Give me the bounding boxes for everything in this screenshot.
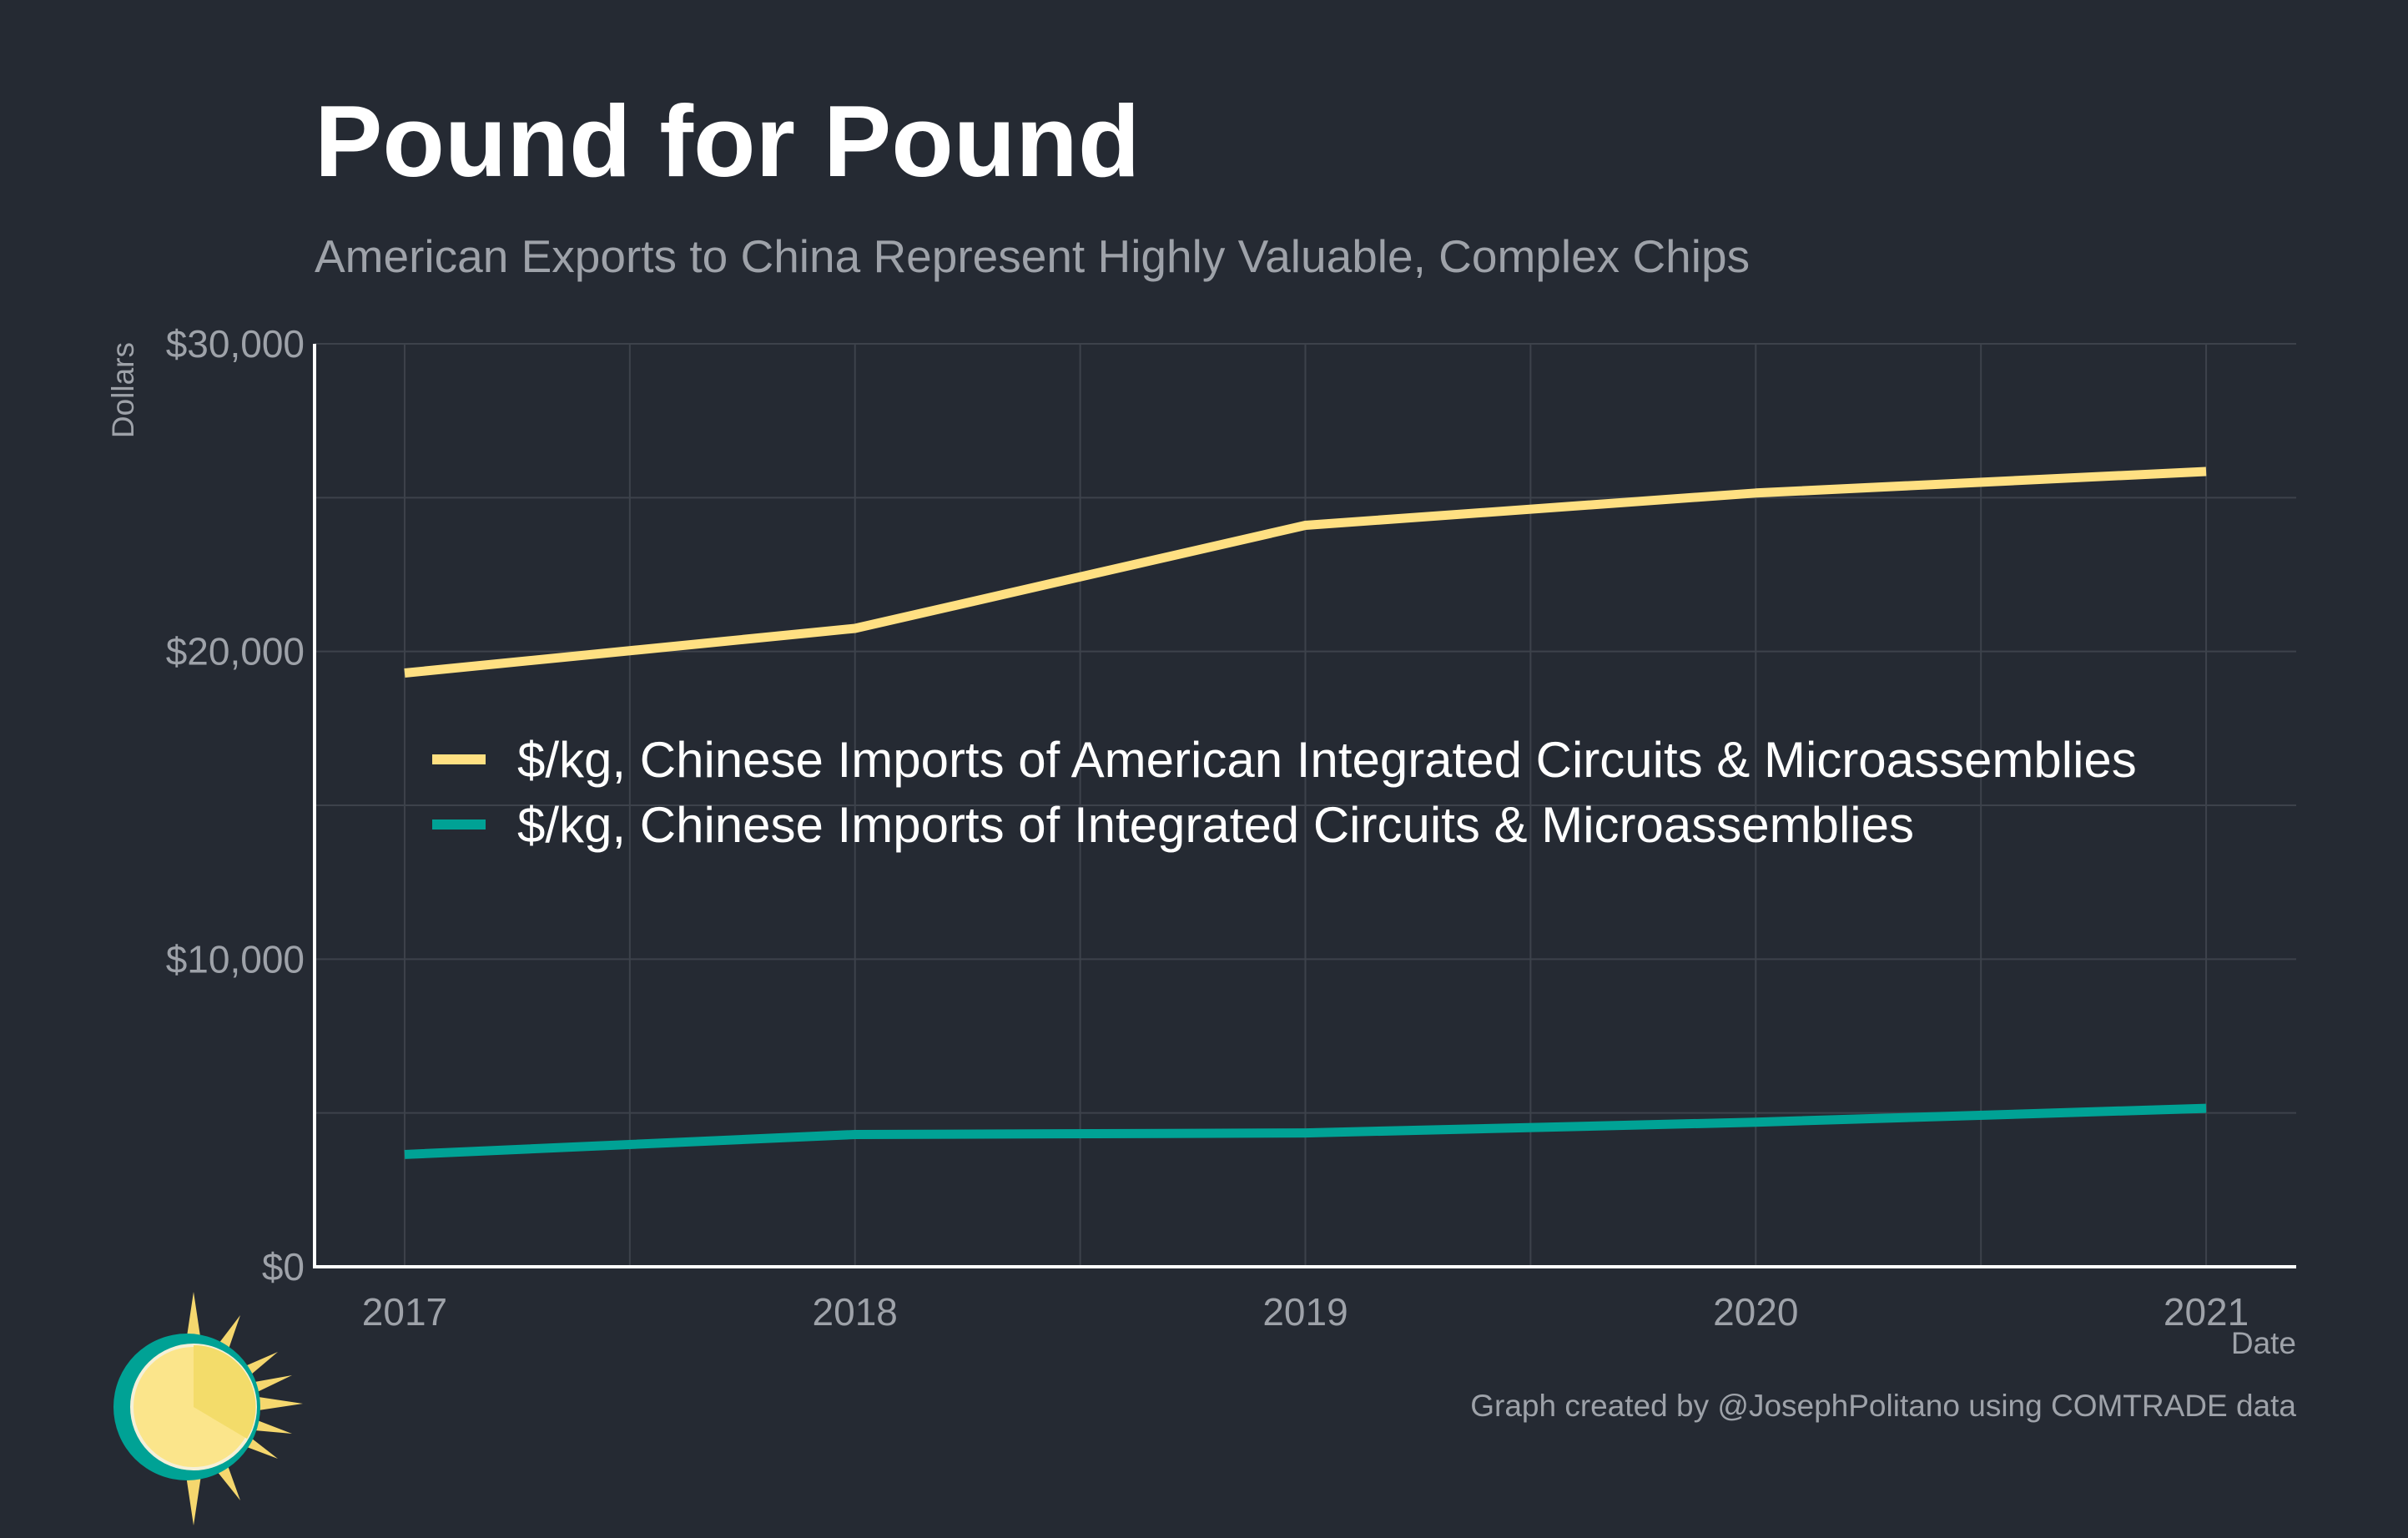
x-tick-label: 2017 [362,1290,447,1334]
x-axis-title: Date [2231,1326,2296,1360]
y-tick-label: $0 [262,1245,305,1288]
grid [315,343,2296,1267]
source-caption: Graph created by @JosephPolitano using C… [1470,1389,2296,1423]
legend-label-2: $/kg, Chinese Imports of Integrated Circ… [517,797,1914,853]
legend-label-1: $/kg, Chinese Imports of American Integr… [517,732,2137,788]
y-tick-label: $20,000 [166,630,305,673]
chart-title: Pound for Pound [315,84,1141,198]
series-line-2 [404,1103,2207,1159]
x-tick-label: 2021 [2164,1290,2249,1334]
y-axis-title: Dollars [106,342,140,438]
series-lines [404,466,2207,1159]
x-tick-label: 2020 [1713,1290,1798,1334]
y-tick-label: $30,000 [166,322,305,366]
sun-icon [113,1292,303,1525]
chart-subtitle: American Exports to China Represent High… [315,230,1751,282]
x-tick-label: 2019 [1262,1290,1348,1334]
y-tick-label: $10,000 [166,937,305,981]
legend: $/kg, Chinese Imports of American Integr… [432,732,2137,853]
axes: $0 $10,000 $20,000 $30,000 2017 2018 2019 2020 2… [106,322,2296,1360]
series-line-1 [404,466,2207,678]
x-tick-label: 2018 [813,1290,898,1334]
